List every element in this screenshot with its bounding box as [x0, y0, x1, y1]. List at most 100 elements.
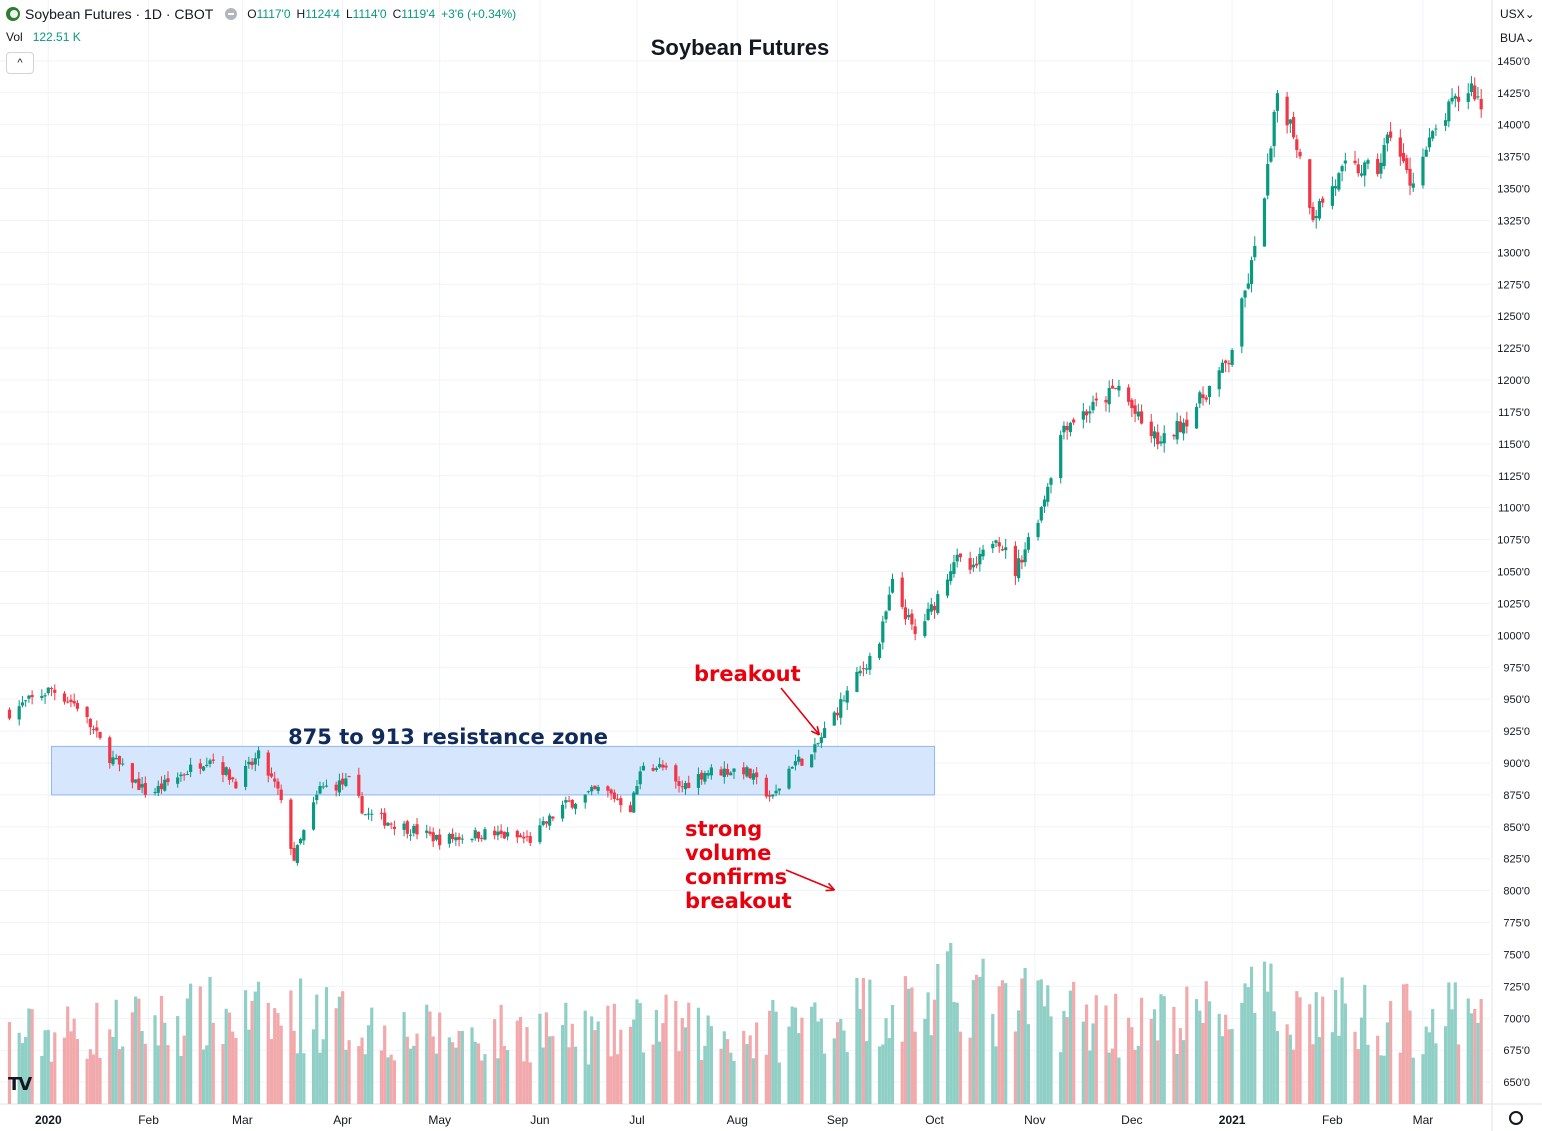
volume-bar: [454, 1047, 458, 1104]
chevron-down-icon: ⌄: [1524, 7, 1535, 21]
candle-body: [1072, 419, 1076, 423]
volume-bar: [224, 1008, 228, 1104]
candle-body: [593, 785, 597, 789]
candle-body: [1424, 149, 1428, 157]
candle-body: [1266, 164, 1270, 196]
candle-body: [49, 688, 54, 690]
candle-body: [1114, 387, 1118, 389]
volume-bar: [1243, 983, 1247, 1104]
candle-body: [1456, 96, 1461, 102]
candle-body: [483, 829, 487, 840]
candle-body: [845, 690, 849, 703]
volume-bar: [363, 1054, 367, 1104]
volume-legend[interactable]: Vol 122.51 K: [6, 30, 81, 44]
candle-body: [95, 727, 99, 731]
candle-body: [231, 777, 235, 780]
candle-body: [868, 655, 872, 670]
volume-bar: [525, 1027, 529, 1104]
candle-body: [793, 761, 798, 766]
candle-body: [460, 838, 464, 840]
volume-bar: [800, 1017, 804, 1104]
volume-bar: [748, 1035, 752, 1104]
candle-body: [1434, 128, 1438, 130]
volume-bar: [344, 1049, 348, 1104]
volume-bar: [593, 1030, 597, 1104]
volume-bar: [1156, 1040, 1160, 1104]
candle-body: [541, 821, 545, 825]
candle-body: [30, 694, 34, 698]
candle-body: [415, 824, 419, 835]
candle-body: [855, 671, 859, 693]
volume-bar: [751, 1058, 756, 1104]
candle-body: [1049, 478, 1053, 485]
candle-body: [525, 836, 529, 838]
price-tick-label: 1125'0: [1498, 471, 1530, 483]
arrowhead-stroke: [816, 725, 821, 736]
currency-selector[interactable]: USX ⌄: [1496, 4, 1538, 24]
volume-bar: [134, 996, 138, 1104]
settings-icon[interactable]: [1509, 1111, 1523, 1125]
volume-bar: [564, 1002, 568, 1104]
market-status-icon[interactable]: [225, 8, 238, 20]
volume-bar: [570, 1023, 574, 1104]
candle-body: [958, 553, 963, 558]
candle-body: [341, 778, 345, 785]
volume-bar: [163, 1022, 167, 1104]
volume-bar: [518, 1016, 523, 1104]
volume-bar: [1269, 963, 1273, 1104]
candle-body: [1059, 435, 1063, 479]
volume-bar: [1207, 1001, 1212, 1104]
candle-body: [53, 689, 57, 693]
volume-bar: [1133, 1049, 1137, 1104]
candle-body: [777, 788, 781, 791]
candle-body: [447, 833, 451, 844]
time-axis[interactable]: 2020 Feb Mar Apr May Jun Jul Aug Sep Oct Nov Dec 202…: [35, 1113, 1433, 1127]
volume-bar: [706, 1015, 710, 1104]
candle-body: [502, 831, 506, 839]
volume-bar: [1046, 985, 1050, 1104]
volume-bar: [1062, 1011, 1066, 1104]
candle-body: [877, 643, 882, 659]
candle-body: [66, 701, 70, 703]
ohlc-high: H1124'4: [296, 7, 340, 21]
volume-bar: [247, 1029, 251, 1104]
volume-bar: [480, 1060, 484, 1104]
volume-bar: [700, 1059, 704, 1104]
candle-body: [1385, 134, 1389, 144]
volume-bar: [819, 1018, 823, 1104]
volume-bar: [347, 1040, 351, 1104]
candle-body: [476, 831, 481, 839]
volume-bar: [1363, 984, 1367, 1104]
volume-bar: [66, 1006, 70, 1104]
candle-body: [499, 830, 503, 835]
volume-bar: [968, 1037, 972, 1104]
volume-bar: [923, 1018, 927, 1104]
volume-bar: [1389, 1000, 1393, 1104]
volume-bar: [279, 1025, 283, 1104]
candle-body: [1026, 537, 1030, 550]
candle-body: [842, 700, 846, 702]
volume-bar: [1220, 1036, 1225, 1104]
price-tick-label: 800'0: [1503, 886, 1530, 898]
symbol-logo-icon[interactable]: [6, 7, 20, 21]
unit-selector[interactable]: BUA ⌄: [1496, 28, 1538, 48]
candle-body: [515, 830, 519, 838]
candle-body: [1084, 411, 1089, 416]
volume-bar: [641, 1052, 646, 1104]
symbol-title[interactable]: Soybean Futures · 1D · CBOT: [25, 6, 214, 22]
collapse-legend-button[interactable]: ^: [6, 52, 34, 74]
candle-body: [822, 728, 827, 738]
volume-bar: [502, 1046, 506, 1104]
candle-body: [971, 564, 975, 568]
candle-body: [1036, 522, 1040, 538]
ohlc-low: L1114'0: [345, 7, 387, 21]
volume-bar: [884, 1018, 888, 1104]
tradingview-logo-icon[interactable]: TV: [8, 1074, 32, 1095]
volume-bar: [839, 1018, 843, 1104]
volume-bar: [1431, 1009, 1435, 1104]
volume-bar: [1198, 1010, 1202, 1104]
candle-body: [932, 605, 937, 611]
candle-body: [1356, 164, 1360, 174]
price-axis[interactable]: 1450'0 1425'0 1400'0 1375'0 1350'0 1325'0 1300…: [1497, 56, 1530, 1089]
candle-body: [279, 789, 283, 801]
